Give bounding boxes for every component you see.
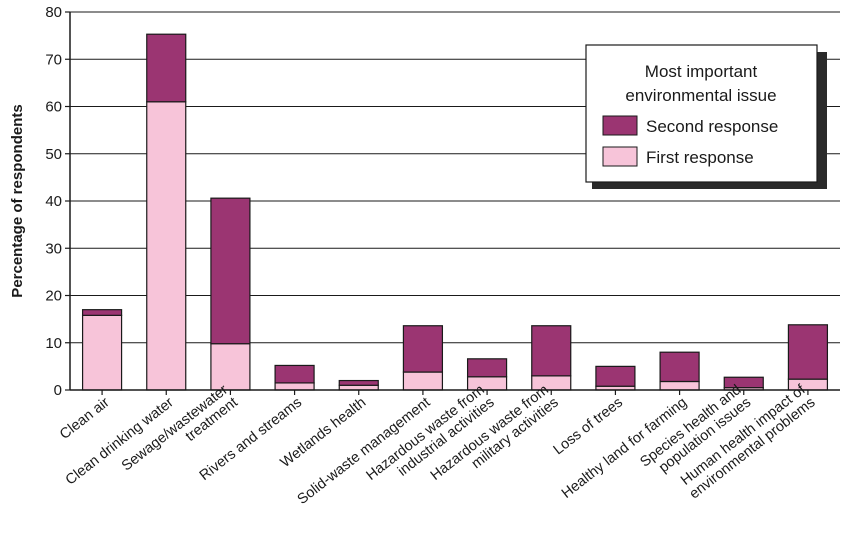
y-tick-label: 40 <box>45 193 62 210</box>
x-category-label-line: Clean air <box>57 394 113 442</box>
y-tick-label: 70 <box>45 51 62 68</box>
y-tick-label: 10 <box>45 335 62 352</box>
x-category-label: Clean air <box>57 394 113 442</box>
legend-title-line-2: environmental issue <box>625 86 776 105</box>
bar-segment-second-response <box>595 365 636 387</box>
bar-segment-first-response <box>210 343 251 391</box>
bar-segment-first-response <box>146 101 187 391</box>
y-tick-label: 50 <box>45 146 62 163</box>
y-tick-label: 30 <box>45 240 62 257</box>
y-tick-label: 0 <box>54 382 62 399</box>
bar-segment-second-response <box>659 351 700 383</box>
bar-segment-second-response <box>466 358 508 378</box>
bar-segment-first-response <box>659 380 700 391</box>
bar-segment-first-response <box>81 314 123 391</box>
legend-swatch-first-response <box>602 146 638 167</box>
legend-label-first-response: First response <box>646 148 754 167</box>
legend-swatch-second-response <box>602 115 638 136</box>
bar-segment-second-response <box>787 324 829 380</box>
bar-segment-second-response <box>531 325 572 377</box>
legend: Most important environmental issue Secon… <box>585 44 827 189</box>
bar-segment-first-response <box>274 382 315 391</box>
y-tick-label: 20 <box>45 288 62 305</box>
bar-segment-second-response <box>210 197 251 345</box>
y-axis-title: Percentage of respondents <box>9 104 26 297</box>
bar-segment-second-response <box>338 379 379 386</box>
grid-lines <box>70 11 840 344</box>
legend-label-second-response: Second response <box>646 117 778 136</box>
y-tick-label: 80 <box>45 4 62 21</box>
axes <box>69 12 840 391</box>
legend-title-line-1: Most important <box>645 62 758 81</box>
bar-segment-second-response <box>723 376 764 389</box>
y-tick-label: 60 <box>45 99 62 116</box>
bar-segment-second-response <box>146 33 187 103</box>
y-axis-tick-labels: 0 10 20 30 40 50 60 70 80 <box>45 4 70 399</box>
bar-segment-second-response <box>81 309 123 316</box>
bar-segment-second-response <box>274 364 315 384</box>
bars <box>81 33 829 391</box>
bar-segment-second-response <box>402 325 444 373</box>
bar-segment-first-response <box>402 371 444 391</box>
